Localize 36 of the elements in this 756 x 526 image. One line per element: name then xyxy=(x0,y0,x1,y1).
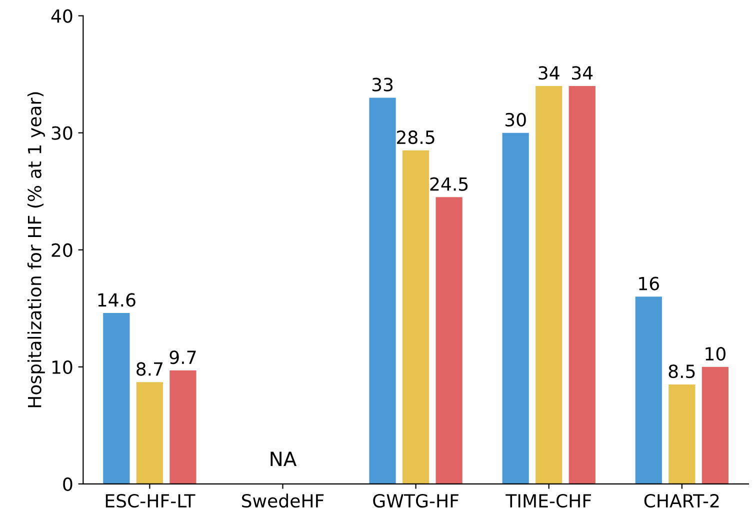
bar xyxy=(369,98,396,484)
y-tick-label: 10 xyxy=(52,360,72,374)
data-label: 16 xyxy=(639,276,659,290)
bar xyxy=(436,197,462,484)
y-axis-title: Hospitalization for HF (% at 1 year) xyxy=(27,92,45,408)
bar xyxy=(536,86,562,484)
bar xyxy=(635,296,662,484)
bar xyxy=(402,150,430,484)
data-label: 10 xyxy=(706,346,726,361)
annotation: NA xyxy=(270,452,297,466)
y-tick-label: 20 xyxy=(52,243,72,257)
y-tick-label: 40 xyxy=(51,9,72,23)
bar xyxy=(136,382,163,484)
data-label: 33 xyxy=(372,78,393,92)
data-label: 14.6 xyxy=(98,293,136,307)
x-tick-label: GWTG-HF xyxy=(373,494,458,508)
data-label: 8.5 xyxy=(668,364,695,378)
data-label: 9.7 xyxy=(170,350,196,364)
bar xyxy=(702,366,728,484)
bar xyxy=(502,132,529,484)
y-tick-label: 0 xyxy=(63,477,72,492)
data-label: 34 xyxy=(538,66,560,80)
x-tick-label: TIME-CHF xyxy=(506,494,592,508)
x-tick-label: ESC-HF-LT xyxy=(106,494,196,508)
x-tick-label: SwedeHF xyxy=(242,494,324,508)
x-tick-label: CHART-2 xyxy=(644,494,719,508)
bar xyxy=(103,313,130,484)
data-label: 30 xyxy=(505,112,526,127)
bar xyxy=(568,86,596,484)
data-label: 34 xyxy=(572,66,593,80)
data-label: 24.5 xyxy=(430,177,468,191)
data-label: 8.7 xyxy=(136,362,163,376)
data-label: 28.5 xyxy=(397,130,434,144)
y-tick-label: 30 xyxy=(52,126,72,140)
bar xyxy=(668,384,696,484)
bar xyxy=(170,370,196,484)
